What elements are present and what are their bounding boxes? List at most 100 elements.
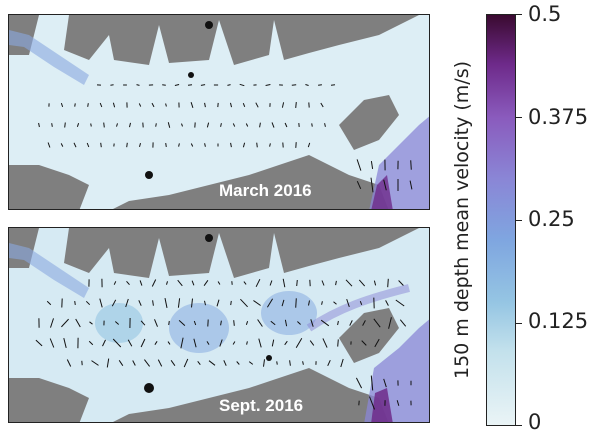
velocity-arrow (233, 320, 235, 326)
velocity-arrow (270, 320, 276, 326)
colorbar-tick (516, 220, 522, 221)
velocity-arrow (409, 180, 413, 190)
velocity-arrow (100, 142, 102, 148)
velocity-arrow (63, 337, 67, 349)
colorbar-tick-label: 0 (528, 410, 542, 434)
velocity-arrow (240, 298, 248, 308)
velocity-arrow (102, 339, 106, 347)
velocity-arrow (245, 321, 249, 325)
velocity-arrow (322, 338, 328, 348)
velocity-arrow (219, 339, 223, 347)
colorbar-tick-label: 0.5 (528, 2, 562, 26)
velocity-arrow (289, 360, 291, 366)
velocity-arrow (180, 337, 184, 349)
velocity-arrow (318, 84, 322, 86)
velocity-arrow (335, 280, 337, 286)
velocity-arrow (259, 122, 261, 128)
velocity-arrow (295, 298, 297, 308)
velocity-arrow (345, 279, 353, 287)
velocity-arrow (206, 122, 210, 128)
colorbar-title-text: 150 m depth mean velocity (m/s) (451, 60, 473, 380)
velocity-arrow (178, 320, 186, 326)
velocity-arrow (74, 103, 76, 107)
velocity-arrow (239, 83, 245, 87)
velocity-arrow (111, 299, 117, 307)
velocity-arrow (165, 103, 167, 107)
velocity-arrow (269, 280, 273, 286)
land-spot (266, 355, 272, 361)
velocity-arrow (358, 279, 366, 287)
velocity-arrow (263, 359, 265, 367)
velocity-arrow (282, 278, 286, 288)
velocity-arrow (88, 340, 94, 346)
velocity-arrow (139, 142, 141, 148)
velocity-arrow (208, 360, 216, 366)
velocity-arrow (297, 321, 301, 325)
land-spot (205, 234, 213, 242)
velocity-arrow (333, 301, 337, 305)
velocity-arrow (291, 84, 297, 86)
velocity-arrow (296, 279, 298, 287)
velocity-arrow (152, 300, 154, 306)
velocity-arrow (154, 341, 158, 345)
velocity-arrow (165, 143, 167, 147)
velocity-arrow (295, 338, 303, 348)
velocity-arrow (170, 360, 176, 366)
velocity-arrow (374, 338, 380, 348)
velocity-arrow (309, 340, 315, 346)
velocity-arrow (255, 102, 259, 108)
velocity-arrow (118, 360, 124, 366)
velocity-arrow (51, 123, 53, 127)
velocity-arrow (355, 377, 363, 389)
velocity-arrow (349, 320, 353, 326)
velocity-arrow (410, 160, 412, 170)
map-panel-march: March 2016 (8, 14, 430, 210)
velocity-arrow (370, 177, 374, 193)
jet (306, 284, 410, 332)
velocity-arrow (320, 319, 330, 327)
velocity-arrow (136, 84, 140, 86)
velocity-arrow (398, 280, 404, 286)
velocity-arrows (38, 83, 413, 193)
velocity-arrow (138, 103, 142, 107)
velocity-arrow (281, 102, 285, 108)
river-arm (9, 243, 89, 298)
velocity-arrow (320, 102, 324, 108)
velocity-arrow (190, 102, 194, 108)
velocity-arrow (60, 143, 64, 147)
velocity-arrow (281, 299, 285, 307)
velocity-arrow (362, 320, 366, 326)
velocity-arrow (193, 338, 197, 348)
velocity-arrow (167, 341, 171, 345)
velocity-arrow (243, 281, 247, 285)
velocity-arrow (230, 300, 232, 306)
velocity-arrow (74, 301, 76, 305)
velocity-arrow (106, 358, 110, 368)
velocity-arrow (230, 102, 232, 108)
velocity-arrow (361, 340, 367, 346)
velocity-arrow (216, 299, 220, 307)
velocity-arrow (388, 317, 392, 329)
velocity-arrow (340, 358, 344, 368)
island (339, 308, 399, 363)
velocity-arrow (346, 298, 350, 308)
velocity-arrow (114, 321, 120, 325)
velocity-arrow (246, 341, 248, 345)
eddy (95, 303, 143, 343)
velocity-arrow (383, 378, 387, 388)
velocity-arrow (373, 318, 381, 328)
velocity-arrow (227, 84, 231, 86)
velocity-arrow (396, 400, 400, 406)
velocity-arrow (284, 319, 288, 327)
velocity-arrow (385, 300, 389, 306)
velocity-arrow (139, 280, 143, 286)
colorbar-tick-label: 0.125 (528, 309, 589, 333)
river-arm (9, 30, 89, 85)
velocity-arrow (370, 375, 374, 391)
colorbar-tick (516, 323, 522, 324)
velocity-arrow (200, 84, 206, 86)
colorbar (486, 14, 516, 426)
velocity-arrow (140, 320, 146, 326)
velocity-arrow (129, 122, 131, 128)
velocity-arrow (383, 179, 387, 191)
